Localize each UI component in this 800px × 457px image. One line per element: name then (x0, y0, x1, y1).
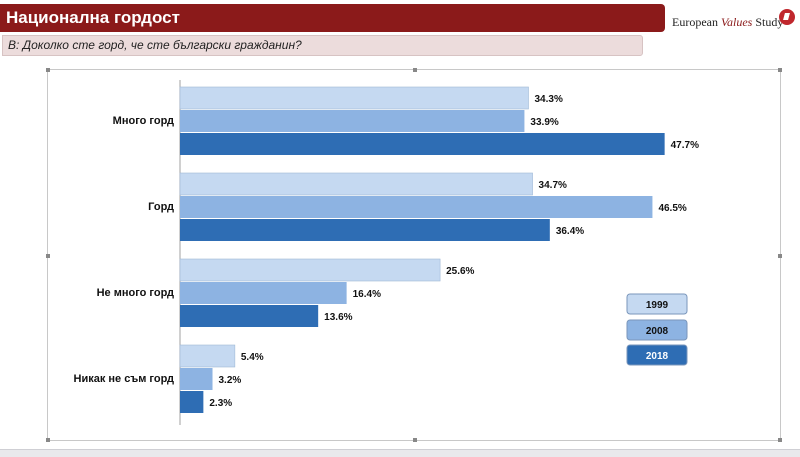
bar-2008[interactable] (180, 196, 653, 218)
data-label: 25.6% (446, 266, 474, 277)
resize-handle-tm[interactable] (413, 68, 417, 72)
logo-mark-icon (779, 9, 795, 25)
bar-2008[interactable] (180, 368, 213, 390)
data-label: 34.7% (539, 180, 567, 191)
resize-handle-bm[interactable] (413, 438, 417, 442)
legend-label: 2008 (646, 326, 669, 337)
category-label: Не много горд (97, 287, 174, 299)
bar-1999[interactable] (179, 172, 533, 196)
resize-handle-mr[interactable] (778, 254, 782, 258)
page-title: Национална гордост (0, 4, 665, 32)
bar-2008[interactable] (180, 282, 347, 304)
data-label: 3.2% (219, 375, 242, 386)
bar-1999[interactable] (179, 344, 236, 368)
resize-handle-tr[interactable] (778, 68, 782, 72)
resize-handle-br[interactable] (778, 438, 782, 442)
data-label: 2.3% (209, 398, 232, 409)
resize-handle-bl[interactable] (46, 438, 50, 442)
bar-2018[interactable] (180, 133, 665, 155)
data-label: 13.6% (324, 312, 352, 323)
bar-1999[interactable] (179, 86, 529, 110)
legend-item-2008 (626, 319, 688, 341)
data-label: 46.5% (658, 203, 686, 214)
legend-label: 2018 (646, 351, 669, 362)
data-label: 47.7% (671, 140, 699, 151)
logo-text: European Values Study (672, 15, 784, 29)
evs-logo: European Values Study (672, 9, 797, 35)
category-label: Никак не съм горд (74, 373, 174, 385)
category-label: Много горд (113, 115, 174, 127)
question-text: В: Доколко сте горд, че сте български гр… (2, 35, 643, 56)
data-label: 5.4% (241, 352, 264, 363)
legend-item-2018 (626, 344, 688, 366)
data-label: 34.3% (534, 94, 562, 105)
legend-item-1999 (626, 293, 688, 315)
bar-2018[interactable] (180, 305, 319, 327)
bar-2018[interactable] (180, 391, 204, 413)
resize-handle-tl[interactable] (46, 68, 50, 72)
data-label: 36.4% (556, 226, 584, 237)
chart-frame[interactable] (46, 68, 782, 442)
data-label: 33.9% (530, 117, 558, 128)
resize-handle-ml[interactable] (46, 254, 50, 258)
status-bar (0, 449, 800, 457)
bar-1999[interactable] (179, 258, 441, 282)
category-label: Горд (148, 201, 174, 213)
legend-label: 1999 (646, 300, 669, 311)
bar-2018[interactable] (180, 219, 550, 241)
bar-2008[interactable] (180, 110, 525, 132)
data-label: 16.4% (353, 289, 381, 300)
